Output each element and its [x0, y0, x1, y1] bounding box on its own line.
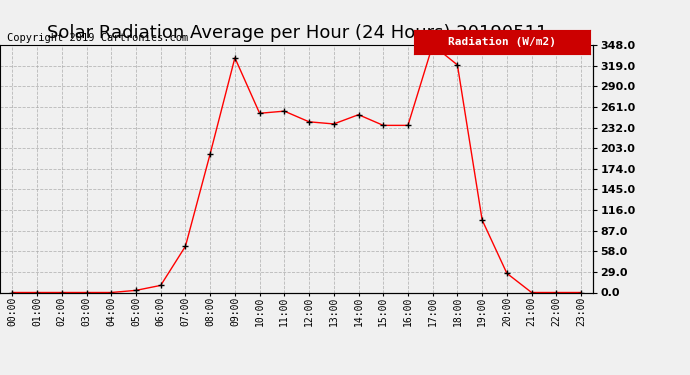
Title: Solar Radiation Average per Hour (24 Hours) 20190511: Solar Radiation Average per Hour (24 Hou…: [46, 24, 547, 42]
Text: Copyright 2019 Cartronics.com: Copyright 2019 Cartronics.com: [7, 33, 188, 43]
Text: Radiation (W/m2): Radiation (W/m2): [448, 37, 556, 47]
